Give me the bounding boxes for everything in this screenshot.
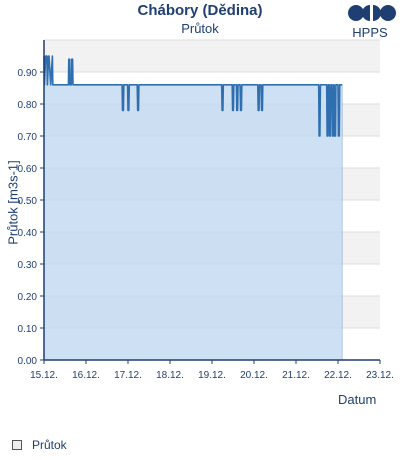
plot-ticks: 0.00 0.10 0.20 0.30 0.40 0.50 0.60 0.70 0.80 0.90… bbox=[18, 68, 394, 381]
y-tick-label: 0.60 bbox=[18, 164, 38, 175]
series-area-0 bbox=[44, 56, 343, 360]
x-tick-label: 21.12. bbox=[282, 370, 310, 381]
y-tick-label: 0.10 bbox=[18, 324, 38, 335]
y-tick-label: 0.50 bbox=[18, 196, 38, 207]
y-tick-label: 0.90 bbox=[18, 68, 38, 79]
y-tick-label: 0.00 bbox=[18, 356, 38, 367]
legend-label: Průtok bbox=[32, 438, 67, 452]
x-axis-label: Datum bbox=[338, 392, 377, 407]
series-line-0 bbox=[43, 55, 343, 137]
grid-band bbox=[44, 40, 380, 72]
brand-name: HPPS bbox=[352, 25, 388, 40]
x-tick-label: 17.12. bbox=[114, 370, 142, 381]
x-tick-label: 19.12. bbox=[198, 370, 226, 381]
y-tick-label: 0.20 bbox=[18, 292, 38, 303]
x-tick-label: 20.12. bbox=[240, 370, 268, 381]
y-tick-label: 0.40 bbox=[18, 228, 38, 239]
y-tick-label: 0.70 bbox=[18, 132, 38, 143]
legend[interactable]: Průtok bbox=[12, 438, 67, 452]
y-tick-label: 0.80 bbox=[18, 100, 38, 111]
chart-title: Chábory (Dědina) bbox=[137, 2, 263, 19]
x-tick-label: 15.12. bbox=[30, 370, 58, 381]
legend-marker bbox=[12, 440, 22, 450]
plot-area-series bbox=[43, 55, 343, 360]
x-tick-label: 22.12. bbox=[324, 370, 352, 381]
x-tick-label: 18.12. bbox=[156, 370, 184, 381]
y-tick-label: 0.30 bbox=[18, 260, 38, 271]
x-tick-label: 23.12. bbox=[366, 370, 394, 381]
brand-logo: HPPS bbox=[340, 4, 400, 40]
chart-subtitle: Průtok bbox=[181, 21, 219, 36]
brand-logo-icon bbox=[348, 5, 396, 21]
flow-chart: 0.00 0.10 0.20 0.30 0.40 0.50 0.60 0.70 0.80 0.90… bbox=[18, 39, 394, 381]
x-tick-label: 16.12. bbox=[72, 370, 100, 381]
